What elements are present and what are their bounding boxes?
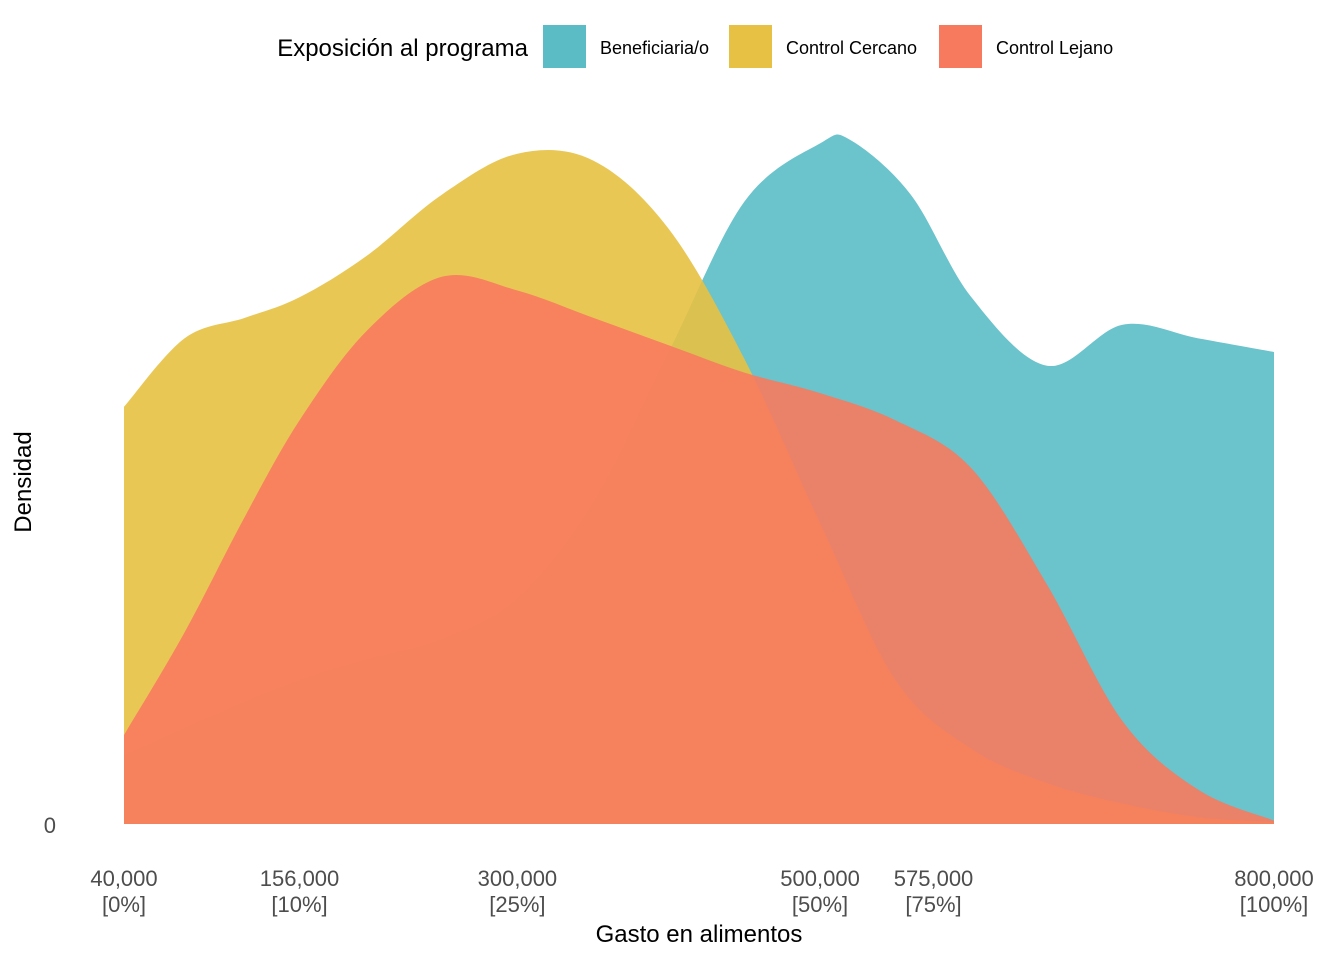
plot-area [124,134,1274,825]
legend-swatch [729,25,772,68]
x-tick-label: 500,000 [780,866,860,891]
x-axis-title: Gasto en alimentos [596,921,803,948]
legend-item: Beneficiaria/o [543,25,709,68]
x-tick-percentile: [10%] [271,892,327,917]
y-zero-label: 0 [44,813,56,838]
x-tick-label: 800,000 [1234,866,1314,891]
density-area-control-lejano [124,274,1274,824]
x-tick-label: 156,000 [260,866,340,891]
legend-label: Control Cercano [786,38,917,58]
legend-swatch [543,25,586,68]
x-tick-label: 575,000 [894,866,974,891]
x-tick-percentile: [50%] [792,892,848,917]
x-tick-percentile: [75%] [905,892,961,917]
legend-item: Control Cercano [729,25,917,68]
legend-title: Exposición al programa [277,35,528,62]
legend-label: Control Lejano [996,38,1113,58]
x-tick-percentile: [100%] [1240,892,1309,917]
x-tick-label: 300,000 [478,866,558,891]
x-tick-percentile: [25%] [489,892,545,917]
x-tick-label: 40,000 [90,866,157,891]
legend-item: Control Lejano [939,25,1113,68]
x-tick-percentile: [0%] [102,892,146,917]
legend-swatch [939,25,982,68]
legend: Exposición al programa Beneficiaria/o Con… [277,25,1113,68]
x-axis: 40,000[0%] 156,000[10%] 300,000[25%] 500,00… [90,866,1313,917]
y-axis-title: Densidad [10,431,37,532]
legend-label: Beneficiaria/o [600,38,709,58]
